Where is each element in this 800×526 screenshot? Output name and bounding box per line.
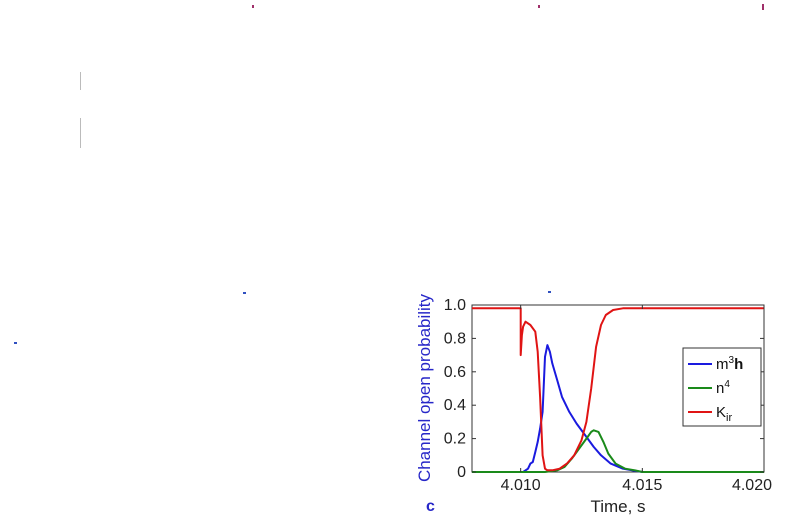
y-tick-label: 0.6	[444, 364, 466, 381]
x-axis-ticks: 4.010 4.015 4.020	[501, 305, 772, 494]
legend-label: Kir	[716, 404, 732, 424]
y-axis-ticks: 0 0.2 0.4 0.6 0.8 1.0	[444, 297, 764, 481]
x-axis-label: Time, s	[590, 497, 645, 516]
y-tick-label: 0.2	[444, 431, 466, 448]
legend: m3h n4 Kir	[682, 347, 762, 427]
series-line-2	[472, 307, 764, 472]
series-layer	[472, 307, 764, 473]
y-tick-label: 0	[457, 464, 466, 481]
series-line-0	[472, 344, 764, 473]
stray-marks	[14, 4, 764, 344]
y-axis-label: Channel open probability	[415, 293, 434, 482]
y-tick-label: 1.0	[444, 297, 466, 314]
y-tick-label: 0.4	[444, 397, 466, 414]
line-chart: 0 0.2 0.4 0.6 0.8 1.0 4.010 4.015 4.020 Channel…	[415, 293, 772, 516]
x-tick-label: 4.020	[732, 477, 772, 494]
x-tick-label: 4.010	[501, 477, 541, 494]
legend-label: m3h	[716, 355, 743, 373]
legend-items: m3h n4 Kir	[688, 355, 743, 424]
y-tick-label: 0.8	[444, 330, 466, 347]
panel-label: c	[426, 498, 435, 515]
legend-label: n4	[716, 379, 730, 397]
x-tick-label: 4.015	[622, 477, 662, 494]
